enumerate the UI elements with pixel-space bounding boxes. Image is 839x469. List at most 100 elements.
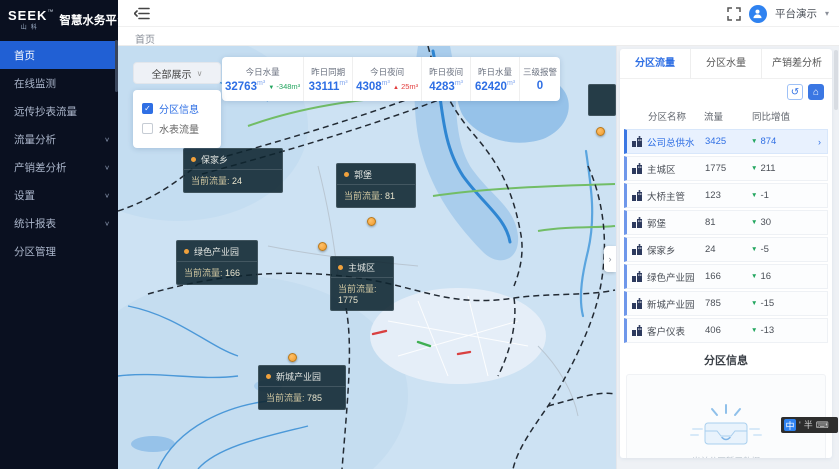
panel-tabs: 分区流量 分区水量 产销差分析 [620, 49, 832, 79]
chevron-down-icon: ∨ [104, 135, 110, 143]
table-header: 分区名称 流量 同比增值 [620, 105, 832, 127]
stat-yesterday-volume: 昨日水量 62420m³ [471, 57, 520, 101]
trend-down-icon: ▼ [751, 327, 758, 334]
partition-icon [627, 270, 647, 283]
ime-toolbar[interactable]: 中 ' 半 ⌨ [781, 417, 838, 433]
partition-icon [627, 243, 647, 256]
partition-card: 分区流量 分区水量 产销差分析 ↺ ⌂ 分区名称 流量 同比增值 公司总供水 3… [620, 49, 832, 458]
map-tooltip: 主城区 当前流量: 1775 [330, 256, 394, 311]
sidebar-item-remote-meter-flow[interactable]: 远传抄表流量 [14, 105, 77, 118]
trend-down-icon: ▼ [751, 246, 758, 253]
map-marker[interactable] [596, 127, 605, 136]
layer-dropdown[interactable]: 全部展示 ∨ [133, 62, 221, 84]
map-tooltip: 郭堡 当前流量: 81 [336, 163, 416, 208]
tab-partition-flow[interactable]: 分区流量 [620, 49, 691, 79]
empty-state: 当前分区暂无数据 [626, 374, 826, 458]
sidebar-item-partition-management[interactable]: 分区管理 [14, 245, 56, 258]
top-header: 平台演示 ▾ [118, 0, 839, 27]
partition-icon [627, 324, 647, 337]
row-chevron-icon[interactable]: › [818, 136, 821, 147]
trend-up-icon: ▲ [393, 85, 399, 92]
marker-dot-icon [184, 249, 189, 254]
sidebar-item-reports[interactable]: 统计报表 ∨ [14, 217, 110, 230]
marker-dot-icon [266, 374, 271, 379]
table-row[interactable]: 公司总供水 3425 ▼ 874 › [624, 129, 828, 154]
layer-option-meter-flow[interactable]: 水表流量 [142, 118, 212, 138]
map-marker[interactable] [367, 217, 376, 226]
table-row[interactable]: 郭堡 81 ▼ 30 [624, 210, 828, 235]
col-flow: 流量 [704, 112, 724, 123]
empty-box-icon [690, 404, 762, 445]
map-marker[interactable] [318, 242, 327, 251]
table-row[interactable]: 主城区 1775 ▼ 211 [624, 156, 828, 181]
trend-down-icon: ▼ [751, 300, 758, 307]
stat-last-night-volume: 昨日夜间 4283m³ [422, 57, 472, 101]
user-avatar[interactable] [748, 4, 767, 23]
col-yoy-delta: 同比增值 [752, 112, 791, 123]
map-canvas[interactable]: 今日水量 32763m³ ▼ -348m³ 昨日同期 33111m³ 今日夜间 … [118, 46, 616, 469]
sidebar-item-flow-analysis[interactable]: 流量分析 ∨ [14, 133, 110, 146]
username[interactable]: 平台演示 [774, 8, 817, 20]
fullscreen-icon[interactable] [727, 6, 741, 21]
map-tooltip-partial [588, 84, 616, 116]
layer-option-partition-info[interactable]: ✓ 分区信息 [142, 98, 212, 118]
sidebar-scrollbar[interactable] [115, 40, 118, 92]
map-marker[interactable] [288, 353, 297, 362]
ime-punct-icon[interactable]: ' [799, 419, 801, 430]
marker-dot-icon [191, 157, 196, 162]
partition-icon [627, 135, 647, 148]
stats-card: 今日水量 32763m³ ▼ -348m³ 昨日同期 33111m³ 今日夜间 … [222, 57, 560, 101]
app-logo: SEEK™ 山科 智慧水务平台 [0, 0, 128, 37]
sidebar-item-home[interactable]: 首页 [0, 41, 118, 69]
chevron-down-icon: ∨ [196, 68, 203, 78]
panel-toolbar: ↺ ⌂ [620, 79, 832, 105]
breadcrumb-bar: 首页 [118, 27, 839, 46]
layer-options-panel: ✓ 分区信息 水表流量 [133, 90, 221, 148]
partition-icon [627, 297, 647, 310]
trend-down-icon: ▼ [268, 85, 275, 92]
checkbox-checked-icon[interactable]: ✓ [142, 102, 153, 114]
panel-expand-handle[interactable]: › [604, 246, 616, 272]
trend-down-icon: ▼ [751, 165, 758, 172]
logo-trademark: ™ [47, 9, 54, 16]
page-scrollbar[interactable] [834, 50, 838, 110]
trend-down-icon: ▼ [751, 138, 758, 145]
sidebar: SEEK™ 山科 智慧水务平台 首页 在线监测 远传抄表流量 流量分析 ∨ 产销差… [0, 0, 128, 469]
breadcrumb: 首页 [135, 35, 155, 46]
sidebar-item-nrw-analysis[interactable]: 产销差分析 ∨ [14, 161, 110, 174]
trend-down-icon: ▼ [751, 192, 758, 199]
trend-down-icon: ▼ [751, 273, 758, 280]
ime-language-icon[interactable]: 中 [784, 419, 796, 431]
map-tooltip: 保家乡 当前流量: 24 [183, 148, 283, 193]
empty-state-caption: 当前分区暂无数据 [692, 455, 760, 458]
header-actions: 平台演示 ▾ [727, 0, 829, 27]
tab-nrw-analysis[interactable]: 产销差分析 [772, 57, 822, 69]
stat-yesterday-same-period: 昨日同期 33111m³ [304, 57, 354, 101]
ime-keyboard-icon[interactable]: ⌨ [815, 419, 829, 430]
logo-mark: SEEK™ 山科 [8, 8, 53, 31]
table-row[interactable]: 保家乡 24 ▼ -5 [624, 237, 828, 262]
sidebar-nav: 首页 在线监测 远传抄表流量 流量分析 ∨ 产销差分析 ∨ 设置 ∨ 统计报表 ∨ 分区… [0, 41, 118, 265]
sidebar-item-settings[interactable]: 设置 ∨ [14, 189, 110, 202]
table-row[interactable]: 绿色产业园 166 ▼ 16 [624, 264, 828, 289]
layer-control: 全部展示 ∨ ✓ 分区信息 水表流量 [133, 62, 221, 148]
table-row[interactable]: 大桥主管 123 ▼ -1 [624, 183, 828, 208]
product-name: 智慧水务平台 [59, 14, 129, 27]
checkbox-unchecked-icon[interactable] [142, 122, 153, 134]
collapse-sidebar-icon[interactable] [133, 6, 150, 21]
marker-dot-icon [338, 265, 343, 270]
ime-width-icon[interactable]: 半 [803, 419, 813, 430]
table-row[interactable]: 客户仪表 406 ▼ -13 [624, 318, 828, 343]
refresh-button[interactable]: ↺ [787, 84, 803, 100]
partition-icon [627, 216, 647, 229]
partition-info-title: 分区信息 [704, 355, 748, 367]
sidebar-item-online-monitoring[interactable]: 在线监测 [14, 77, 56, 90]
user-menu-caret-icon[interactable]: ▾ [824, 9, 829, 18]
stat-tonight-volume: 今日夜间 4308m³ ▲ 25m³ [353, 57, 423, 101]
tab-partition-volume[interactable]: 分区水量 [691, 49, 762, 79]
table-row[interactable]: 新城产业园 785 ▼ -15 [624, 291, 828, 316]
logo-subtext: 山科 [20, 25, 41, 31]
chevron-down-icon: ∨ [104, 191, 110, 199]
home-button[interactable]: ⌂ [808, 84, 824, 100]
